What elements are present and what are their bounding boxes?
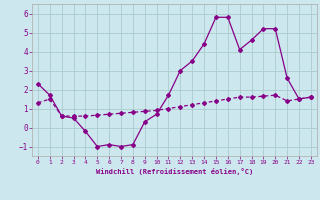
X-axis label: Windchill (Refroidissement éolien,°C): Windchill (Refroidissement éolien,°C)	[96, 168, 253, 175]
